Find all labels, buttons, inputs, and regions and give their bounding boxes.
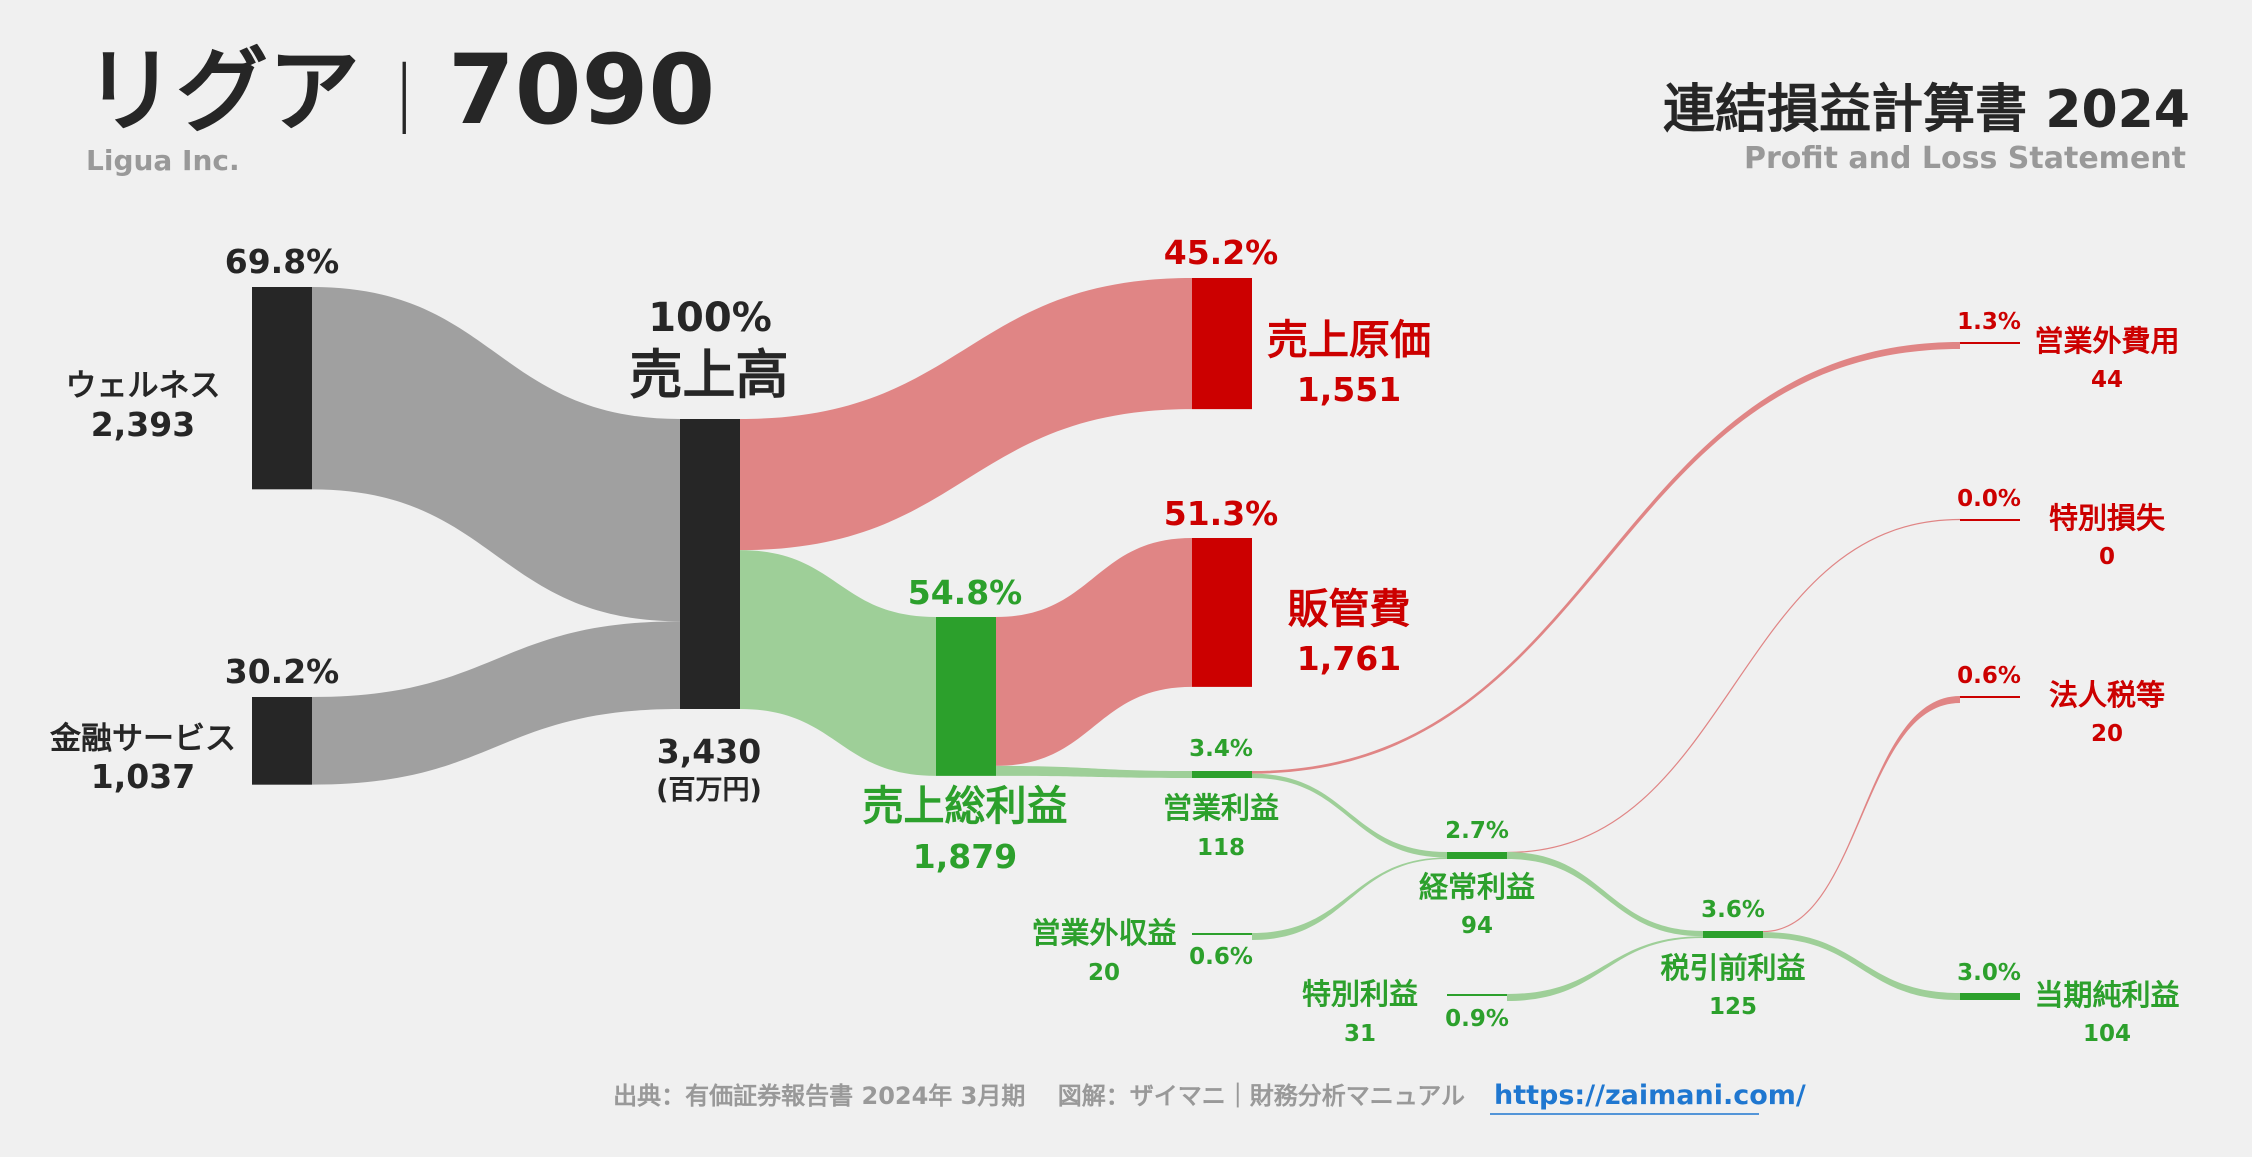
pretax-pct-label: 3.6% [1701,897,1765,923]
flow-op-to-nonop_exp [1252,342,1960,774]
special-gain-pct-label: 0.9% [1445,1006,1509,1032]
revenue-name-label: 売上高 [630,345,789,406]
gross-pct-label: 54.8% [908,573,1023,612]
flow-nonop_inc-to-ordinary [1252,857,1447,940]
node-bar-pretax [1703,931,1763,938]
nonop-expense-name-label: 営業外費用 [2034,324,2179,358]
company-english-name: Ligua Inc. [86,144,240,177]
nonop-expense-pct-label: 1.3% [1957,309,2021,335]
wellness-name-label: ウェルネス [66,368,221,404]
op-name-label: 営業利益 [1163,791,1279,825]
nonop-income-pct-label: 0.6% [1189,944,1253,970]
wellness-value-label: 2,393 [91,405,195,444]
revenue-pct-label: 100% [648,295,772,341]
finance-pct-label: 30.2% [225,652,340,691]
tax-value-label: 20 [2091,721,2123,747]
flow-gross-to-op [996,765,1192,778]
flow-pretax-to-tax [1763,696,1960,933]
op-pct-label: 3.4% [1189,736,1253,762]
sga-pct-label: 51.3% [1164,494,1279,533]
special-gain-value-label: 31 [1344,1021,1376,1047]
tax-name-label: 法人税等 [2049,678,2165,712]
sankey-nodes [252,278,2020,1000]
finance-name-label: 金融サービス [49,721,236,757]
sga-name-label: 販管費 [1288,585,1411,633]
ordinary-name-label: 経常利益 [1419,870,1535,904]
flow-gross-to-sga [996,538,1192,766]
finance-value-label: 1,037 [91,757,195,796]
node-bar-revenue [680,419,740,709]
node-bar-sga [1192,538,1252,687]
nonop-income-value-label: 20 [1088,960,1120,986]
net-name-label: 当期純利益 [2034,978,2179,1012]
net-pct-label: 3.0% [1957,960,2021,986]
company-name: リグア [84,38,360,145]
ticker-code: 7090 [448,34,715,146]
flow-finance-to-revenue [312,621,680,785]
flow-ordinary-to-special_loss [1506,518,1961,854]
ordinary-pct-label: 2.7% [1445,818,1509,844]
special-loss-pct-label: 0.0% [1957,486,2021,512]
flow-special_gain-to-pretax [1507,936,1703,1001]
flow-ordinary-to-pretax [1507,852,1703,937]
flow-op-to-ordinary [1252,773,1447,858]
wellness-pct-label: 69.8% [225,242,340,281]
revenue-value-label: 3,430 [657,732,761,771]
nonop-income-name-label: 営業外収益 [1031,916,1176,950]
net-value-label: 104 [2083,1021,2131,1047]
node-bar-gross [936,617,996,776]
title-separator: | [392,50,416,135]
special-loss-value-label: 0 [2099,544,2115,570]
flow-wellness-to-revenue [312,287,680,622]
tax-pct-label: 0.6% [1957,663,2021,689]
sga-value-label: 1,761 [1297,639,1401,678]
nonop-expense-value-label: 44 [2091,367,2123,393]
flow-revenue-to-gross [740,550,936,776]
flow-pretax-to-net [1763,932,1960,1000]
gross-value-label: 1,879 [913,837,1017,876]
cogs-value-label: 1,551 [1297,370,1401,409]
special-loss-name-label: 特別損失 [2049,501,2166,535]
sankey-flows [312,278,1961,1001]
cogs-name-label: 売上原価 [1267,316,1431,364]
flow-revenue-to-cogs [740,278,1192,551]
gross-name-label: 売上総利益 [863,782,1068,830]
statement-subtitle: Profit and Loss Statement [1744,141,2186,176]
node-labels: 69.8% ウェルネス 2,393 30.2% 金融サービス 1,037 100… [49,233,2180,1047]
unit-label: (百万円) [656,775,762,806]
ordinary-value-label: 94 [1461,913,1493,939]
node-bar-net [1960,993,2020,1000]
pretax-name-label: 税引前利益 [1660,951,1805,985]
op-value-label: 118 [1197,835,1245,861]
cogs-pct-label: 45.2% [1164,233,1279,272]
node-bar-cogs [1192,278,1252,410]
pretax-value-label: 125 [1709,994,1757,1020]
special-gain-name-label: 特別利益 [1302,977,1418,1011]
source-note: 出典：有価証券報告書 2024年 3月期 図解：ザイマニ｜財務分析マニュアル [613,1082,1465,1110]
statement-title: 連結損益計算書 2024 [1663,80,2190,140]
node-bar-ordinary [1447,852,1507,859]
node-bar-finance [252,697,312,785]
node-bar-op [1192,771,1252,778]
website-link[interactable]: https://zaimani.com/ [1494,1080,1806,1111]
node-bar-wellness [252,287,312,490]
